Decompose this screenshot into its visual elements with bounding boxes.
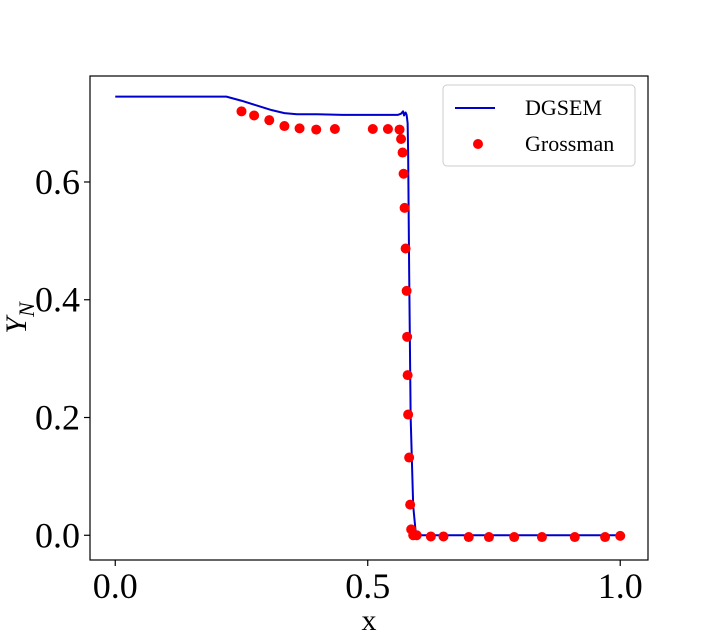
legend-label-grossman: Grossman bbox=[525, 131, 614, 156]
data-point-grossman bbox=[404, 452, 415, 463]
y-tick-label: 0.4 bbox=[35, 280, 80, 320]
data-point-grossman bbox=[396, 134, 407, 144]
data-point-grossman bbox=[569, 532, 580, 543]
legend-label-dgsem: DGSEM bbox=[525, 95, 602, 120]
y-axis-label-subscript: N bbox=[14, 301, 39, 318]
data-point-grossman bbox=[294, 123, 305, 134]
data-point-grossman bbox=[463, 532, 474, 543]
data-point-grossman bbox=[397, 147, 408, 158]
data-point-grossman bbox=[398, 168, 409, 179]
x-tick-label: 0.5 bbox=[345, 566, 390, 606]
data-point-grossman bbox=[329, 123, 340, 134]
data-point-grossman bbox=[536, 532, 547, 543]
data-point-grossman bbox=[400, 243, 411, 254]
legend-box bbox=[442, 84, 636, 167]
legend: DGSEM Grossman bbox=[442, 84, 636, 167]
legend-marker-swatch bbox=[473, 139, 483, 149]
data-point-grossman bbox=[264, 115, 275, 126]
y-tick-label: 0.2 bbox=[35, 398, 80, 438]
x-tick-label: 0.0 bbox=[93, 566, 138, 606]
data-point-grossman bbox=[483, 532, 494, 543]
plot-frame bbox=[89, 75, 649, 561]
data-point-grossman bbox=[600, 532, 611, 543]
data-point-grossman bbox=[249, 110, 260, 121]
data-point-grossman bbox=[367, 123, 378, 134]
y-tick-label: 0.6 bbox=[35, 162, 80, 202]
y-tick-label: 0.0 bbox=[35, 515, 80, 555]
data-point-grossman bbox=[236, 106, 247, 117]
data-point-grossman bbox=[394, 124, 405, 135]
data-point-grossman bbox=[402, 370, 413, 381]
data-point-grossman bbox=[438, 531, 449, 542]
x-axis-label: x bbox=[362, 604, 377, 630]
data-point-grossman bbox=[615, 530, 626, 541]
data-point-grossman bbox=[401, 285, 412, 296]
y-axis-label: YN bbox=[0, 301, 39, 334]
data-point-grossman bbox=[411, 530, 422, 541]
data-point-grossman bbox=[311, 124, 322, 135]
data-point-grossman bbox=[403, 409, 414, 420]
data-point-grossman bbox=[279, 121, 290, 132]
data-point-grossman bbox=[382, 123, 393, 134]
data-point-grossman bbox=[402, 331, 413, 342]
data-point-grossman bbox=[399, 202, 410, 213]
data-point-grossman bbox=[405, 499, 416, 510]
y-axis-label-main: Y bbox=[0, 314, 33, 334]
data-point-grossman bbox=[509, 532, 520, 543]
x-tick-label: 1.0 bbox=[598, 566, 643, 606]
data-point-grossman bbox=[425, 531, 436, 542]
